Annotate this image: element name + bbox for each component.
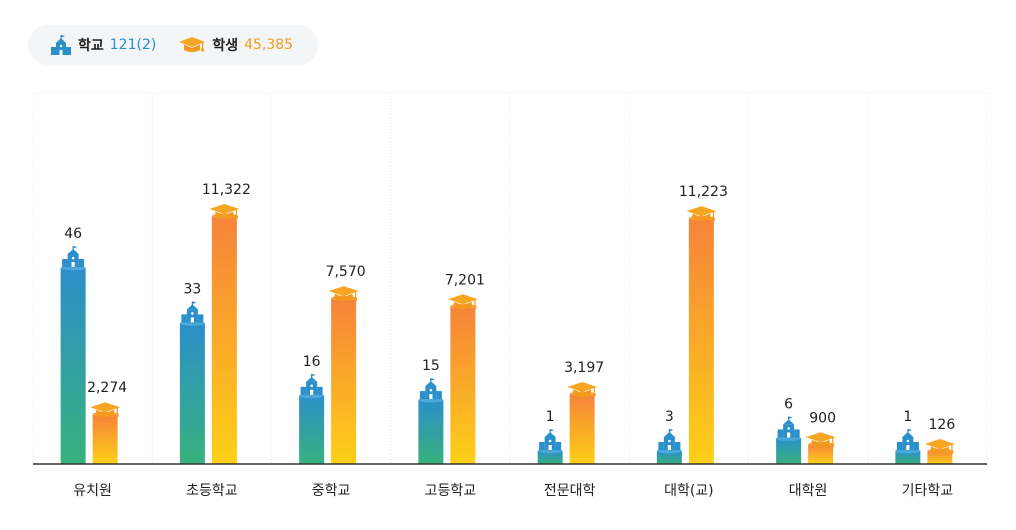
bar-school-value: 15 xyxy=(422,358,440,374)
school-icon xyxy=(539,429,562,450)
bar-school xyxy=(656,451,682,464)
graduation-cap-icon xyxy=(686,206,717,222)
category-label: 고등학교 xyxy=(425,483,477,499)
bar-student xyxy=(211,216,237,464)
category-label: 대학원 xyxy=(789,483,828,499)
category-label: 유치원 xyxy=(73,483,112,499)
bar-student-value: 11,322 xyxy=(202,182,251,198)
bar-student xyxy=(927,451,953,464)
school-icon xyxy=(658,429,681,450)
legend: 학교 121(2) 학생 45,385 xyxy=(28,25,318,65)
bar-school-value: 1 xyxy=(546,409,555,425)
bar-student-value: 126 xyxy=(929,417,956,433)
bar-school xyxy=(418,400,444,464)
bar-school xyxy=(895,451,921,464)
category-label: 대학(교) xyxy=(664,483,714,499)
school-icon xyxy=(419,378,442,400)
school-icon xyxy=(777,416,800,438)
school-icon xyxy=(62,246,85,267)
bar-school xyxy=(179,323,205,464)
bar-school xyxy=(776,438,802,464)
school-icon xyxy=(181,301,204,323)
bar-student-value: 3,197 xyxy=(564,360,604,376)
legend-student-total: 45,385 xyxy=(244,37,294,53)
legend-student: 학생 45,385 xyxy=(178,35,293,55)
bar-school-value: 6 xyxy=(784,396,793,412)
graduation-cap-icon xyxy=(924,439,955,454)
bar-student-value: 11,223 xyxy=(679,184,728,200)
bar-school xyxy=(537,451,563,464)
graduation-cap-icon xyxy=(328,286,359,302)
bar-school-value: 3 xyxy=(665,409,674,425)
bar-student-value: 7,570 xyxy=(326,264,366,280)
legend-school: 학교 121(2) xyxy=(50,34,156,56)
legend-student-label: 학생 xyxy=(212,38,239,54)
bar-student xyxy=(688,218,714,464)
bar-school-value: 33 xyxy=(183,281,201,297)
legend-school-label: 학교 xyxy=(78,38,104,54)
bar-student xyxy=(331,298,357,464)
graduation-cap-icon xyxy=(805,432,836,448)
bar-school-value: 16 xyxy=(303,354,321,370)
bar-student xyxy=(450,306,476,464)
category-label: 기타학교 xyxy=(902,483,954,499)
bar-student-value: 7,201 xyxy=(445,272,485,288)
category-label: 전문대학 xyxy=(544,483,596,499)
bar-student xyxy=(92,414,118,464)
school-icon xyxy=(896,429,919,450)
bar-student xyxy=(808,444,834,464)
graduation-cap-icon xyxy=(567,381,598,397)
bar-school xyxy=(299,395,325,464)
bar-student xyxy=(569,393,595,464)
school-icon xyxy=(300,373,323,395)
legend-school-total: 121(2) xyxy=(109,37,157,53)
category-label: 중학교 xyxy=(312,483,351,499)
bar-student-value: 900 xyxy=(809,410,836,426)
bar-school xyxy=(60,268,86,464)
bar-school-value: 1 xyxy=(903,409,912,425)
category-label: 초등학교 xyxy=(186,483,238,499)
graduation-cap-icon xyxy=(447,294,478,310)
school-icon xyxy=(51,35,71,55)
graduation-cap-icon xyxy=(179,37,206,52)
graduation-cap-icon xyxy=(90,402,121,418)
bar-school-value: 46 xyxy=(64,226,82,242)
graduation-cap-icon xyxy=(209,204,240,219)
bar-student-value: 2,274 xyxy=(87,380,127,396)
